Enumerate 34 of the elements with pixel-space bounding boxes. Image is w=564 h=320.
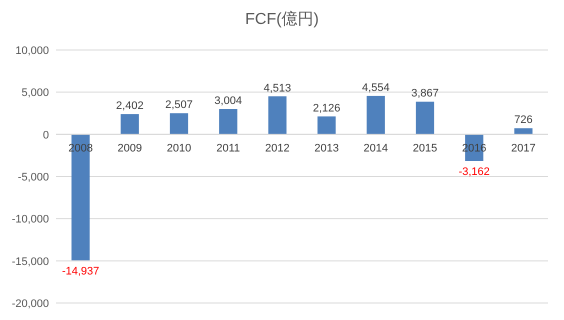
y-tick-label: 5,000: [21, 87, 49, 100]
y-tick-label: 0: [42, 129, 49, 142]
bar: [268, 96, 286, 134]
bar: [219, 109, 238, 134]
x-tick-label: 2012: [265, 142, 290, 154]
y-tick-label: -5,000: [18, 172, 49, 184]
data-label: 726: [514, 114, 533, 126]
bar: [366, 96, 385, 134]
y-tick-label: -20,000: [12, 298, 49, 310]
data-label: 4,513: [264, 82, 292, 94]
bar: [416, 102, 434, 134]
y-tick-label: -15,000: [12, 256, 49, 268]
data-label: 2,507: [165, 99, 193, 112]
x-tick-label: 2010: [166, 142, 192, 154]
bar: [120, 114, 139, 134]
data-label: 2,402: [116, 100, 144, 112]
y-tick-label: 10,000: [15, 45, 49, 57]
x-tick-label: 2011: [216, 142, 240, 154]
bar: [514, 128, 532, 134]
chart-title: FCF(億円): [245, 10, 319, 28]
data-label: 2,126: [312, 102, 340, 114]
x-tick-label: 2017: [511, 142, 536, 154]
data-label: 4,554: [362, 82, 390, 94]
bar: [318, 116, 336, 134]
data-label: 3,004: [214, 95, 242, 107]
data-label: 3,867: [411, 88, 439, 100]
x-tick-label: 2009: [118, 142, 142, 154]
data-label: -3,162: [458, 166, 490, 178]
y-tick-label: -10,000: [12, 214, 49, 226]
x-tick-label: 2015: [412, 142, 438, 154]
data-label: -14,937: [62, 265, 100, 278]
x-tick-label: 2014: [364, 142, 388, 154]
bar: [170, 113, 188, 134]
x-tick-label: 2013: [314, 142, 339, 154]
